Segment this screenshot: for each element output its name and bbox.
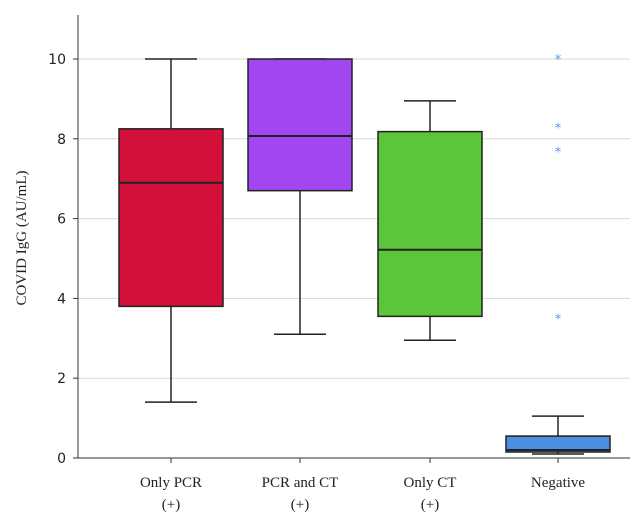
box-group [118, 58, 224, 403]
y-tick-labels: 0 2 4 6 8 10 [48, 52, 78, 467]
box-group [247, 58, 353, 336]
y-tick-label: 4 [57, 291, 66, 307]
y-tick-label: 8 [57, 132, 66, 148]
box-group [377, 100, 483, 342]
outlier-star: * [555, 312, 562, 327]
category-label-line2: (+) [162, 497, 180, 513]
x-tick-labels: Only PCR (+) PCR and CT (+) Only CT (+) Negati… [140, 458, 585, 513]
category-label: Only PCR [140, 475, 202, 491]
box-group: * * * * [505, 53, 611, 455]
outlier-star: * [555, 146, 562, 161]
y-axis-title: COVID IgG (AU/mL) [14, 171, 30, 306]
box-iqr [377, 130, 483, 318]
category-label: Only CT [404, 475, 457, 491]
y-tick-label: 0 [57, 451, 66, 467]
y-tick-label: 2 [57, 371, 66, 387]
category-label: Negative [531, 475, 585, 491]
y-tick-label: 10 [48, 52, 66, 68]
box-iqr [247, 58, 353, 192]
outlier-star: * [555, 122, 562, 137]
boxes: * * * * [118, 53, 611, 455]
category-label: PCR and CT [262, 475, 339, 491]
category-label-line2: (+) [421, 497, 439, 513]
box-iqr [118, 128, 224, 308]
box-iqr [505, 435, 611, 453]
category-label-line2: (+) [291, 497, 309, 513]
outlier-star: * [555, 53, 562, 68]
y-tick-label: 6 [57, 212, 66, 228]
